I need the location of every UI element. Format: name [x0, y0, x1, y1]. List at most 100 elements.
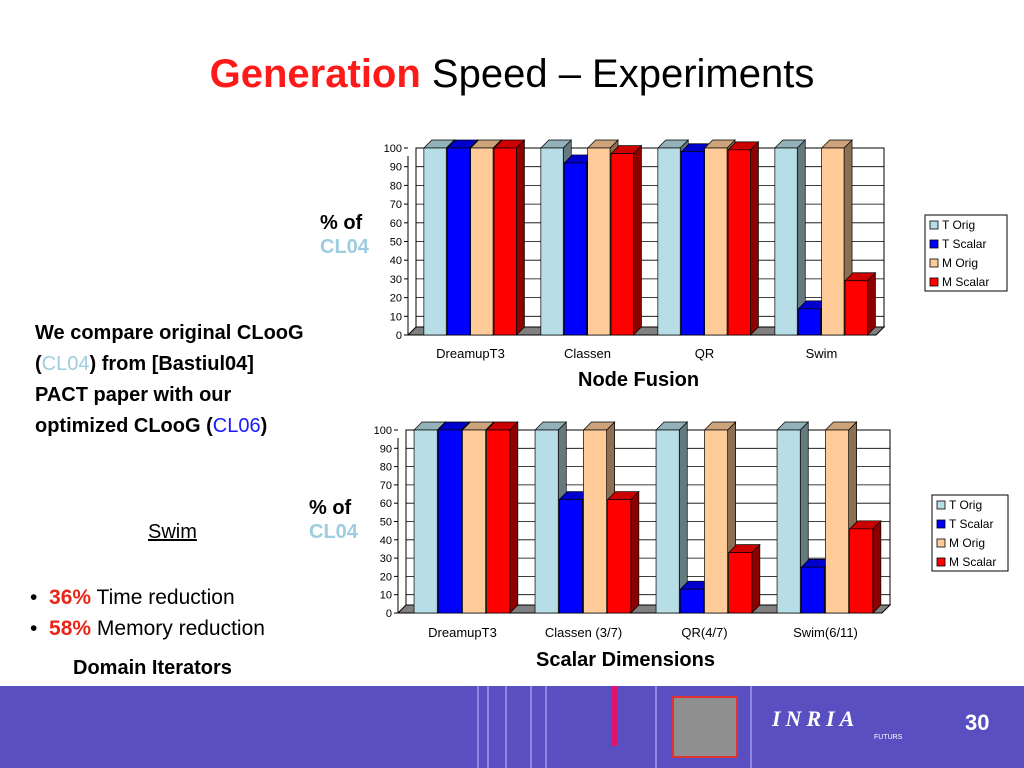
slide-title: Generation Speed – Experiments: [0, 52, 1024, 97]
y-tick-label: 40: [380, 535, 392, 547]
bar: [462, 429, 487, 614]
y-tick-label: 80: [380, 462, 392, 474]
y-tick-label: 10: [390, 311, 402, 323]
footer-stripe: [477, 686, 479, 768]
bar: [413, 429, 438, 614]
legend-swatch: [936, 500, 946, 510]
bar: [776, 429, 801, 614]
inria-logo-sub: FUTURS: [874, 734, 903, 741]
legend-box: [924, 214, 1008, 292]
y-tick-label: 100: [384, 143, 402, 155]
bar-side: [630, 490, 640, 614]
bar: [774, 147, 798, 336]
y-tick-label: 40: [390, 255, 402, 267]
desc-line4: optimized CLooG (CL06): [35, 415, 268, 437]
desc-line2-rest: ) from [Bastiul04]: [89, 353, 254, 375]
y-tick-label: 100: [374, 425, 392, 437]
y-tick-label: 60: [390, 218, 402, 230]
bar: [558, 499, 583, 614]
y-tick-label: 10: [380, 590, 392, 602]
legend-label: M Orig: [949, 536, 985, 550]
bullet-time-pct: 36%: [49, 586, 92, 609]
domain-iterators-label: Domain Iterators: [73, 657, 232, 679]
y-tick-label: 50: [390, 237, 402, 249]
inria-logo: INRIA: [772, 706, 860, 731]
project-logo: [672, 696, 738, 758]
footer-bar: INRIA FUTURS 30: [0, 686, 1024, 768]
desc-line1: We compare original CLooG: [35, 322, 304, 344]
bar: [583, 429, 608, 614]
category-label: DreamupT3: [436, 346, 505, 361]
bar-side: [872, 519, 882, 614]
legend-label: T Orig: [949, 498, 982, 512]
bar: [679, 588, 704, 614]
footer-red-accent: [612, 686, 618, 746]
footer-stripe: [487, 686, 489, 768]
category-label: Classen (3/7): [545, 625, 622, 640]
y-tick-label: 60: [380, 498, 392, 510]
bar: [727, 149, 751, 336]
bullet-time: • 36% Time reduction: [30, 586, 235, 609]
footer-stripe: [655, 686, 657, 768]
legend-label: M Scalar: [949, 555, 996, 569]
footer-stripe: [530, 686, 532, 768]
legend-swatch: [936, 538, 946, 548]
y-tick-label: 50: [380, 517, 392, 529]
bar: [844, 280, 868, 336]
title-accent: Generation: [209, 52, 421, 96]
bar-side: [516, 139, 525, 336]
legend-label: M Orig: [942, 256, 978, 270]
y-tick-label: 90: [380, 443, 392, 455]
desc-line4-pre: optimized CLooG (: [35, 415, 213, 437]
bar: [563, 162, 587, 336]
bar: [821, 147, 845, 336]
chart1-title: Node Fusion: [578, 369, 700, 391]
legend-swatch: [936, 557, 946, 567]
bar: [423, 147, 447, 336]
y-tick-label: 30: [380, 553, 392, 565]
bar: [493, 147, 517, 336]
swim-label: Swim: [148, 521, 197, 543]
legend-label: M Scalar: [942, 275, 989, 289]
bar-side: [509, 421, 519, 614]
chart2-ylabel: % of CL04: [309, 496, 358, 544]
y-tick-label: 90: [390, 162, 402, 174]
chart1-ylabel-line1: % of: [320, 212, 363, 234]
y-tick-label: 30: [390, 274, 402, 286]
category-label: DreamupT3: [428, 625, 497, 640]
desc-line2: (CL04) from [Bastiul04]: [35, 353, 254, 375]
desc-cl06: CL06: [212, 415, 261, 437]
bar: [486, 429, 511, 614]
bar-side: [750, 141, 759, 336]
bar: [437, 429, 462, 614]
bullet-memory-pct: 58%: [49, 617, 92, 640]
bar-side: [633, 144, 642, 336]
legend-swatch: [929, 220, 939, 230]
y-tick-label: 0: [386, 608, 392, 620]
bar: [728, 552, 753, 614]
chart1-ylabel: % of CL04: [320, 211, 369, 259]
y-tick-label: 80: [390, 180, 402, 192]
category-label: QR(4/7): [681, 625, 727, 640]
category-label: QR: [695, 346, 715, 361]
bullet-list: • 36% Time reduction • 58% Memory reduct…: [30, 582, 265, 644]
chart2-ylabel-line2: CL04: [309, 521, 358, 543]
chart-1: 0 10 20 30 40 50 60 70 80 90 100 DreamupT3 Classen QR…: [384, 139, 1008, 361]
bar: [849, 528, 874, 614]
bar: [657, 147, 681, 336]
title-rest: Speed – Experiments: [420, 52, 815, 96]
footer-stripe: [545, 686, 547, 768]
bar: [610, 153, 634, 336]
bar: [607, 499, 632, 614]
bar: [446, 147, 470, 336]
bar: [704, 147, 728, 336]
desc-line3: PACT paper with our: [35, 384, 232, 406]
footer-stripe: [750, 686, 752, 768]
y-tick-label: 70: [380, 480, 392, 492]
bar-side: [751, 543, 761, 614]
chart2-ylabel-line1: % of: [309, 497, 352, 519]
bullet-time-text: Time reduction: [91, 586, 235, 609]
legend-swatch: [929, 239, 939, 249]
legend-label: T Scalar: [942, 237, 986, 251]
